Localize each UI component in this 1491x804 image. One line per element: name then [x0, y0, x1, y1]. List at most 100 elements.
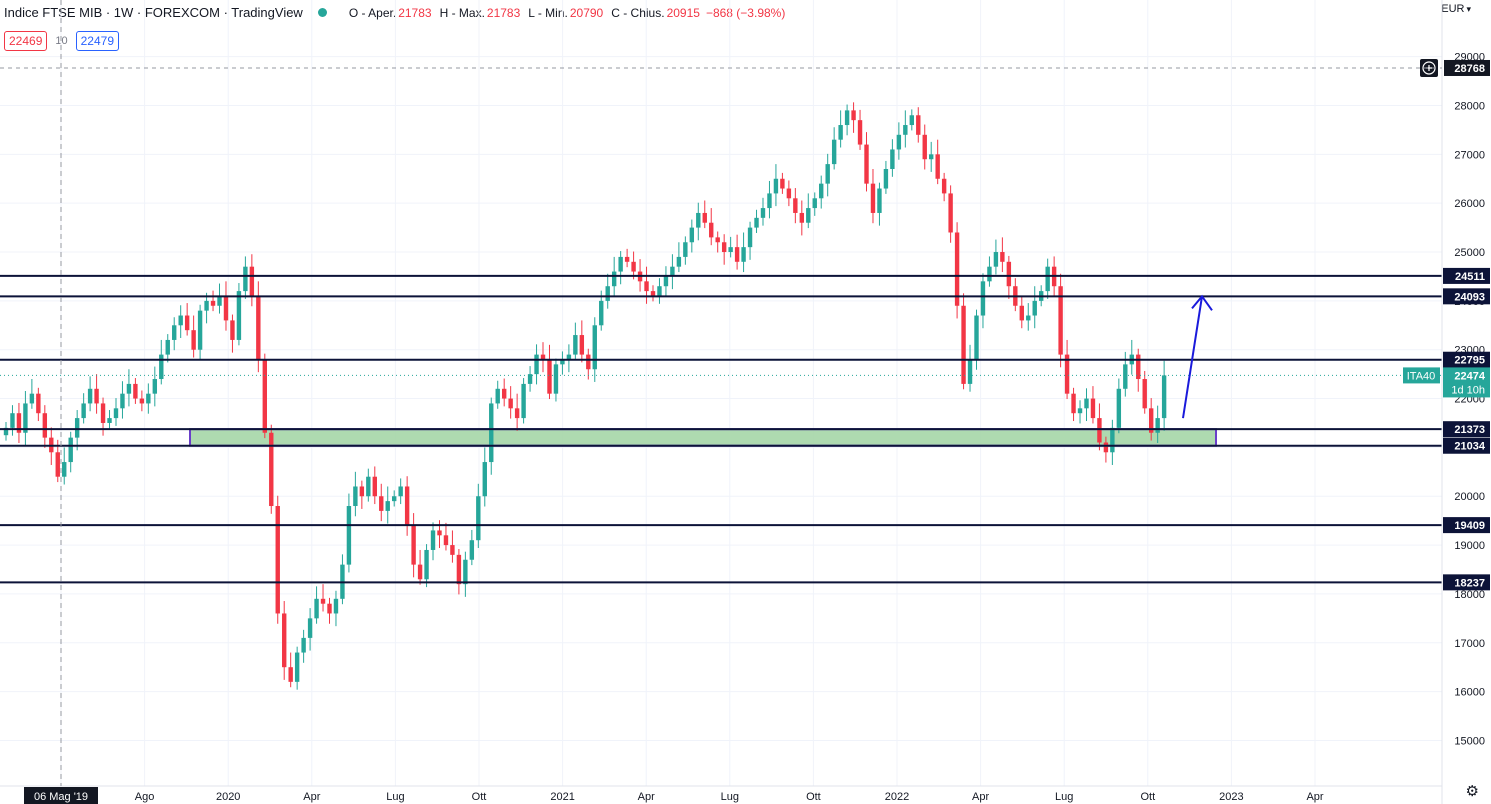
candle-body	[812, 198, 817, 209]
price-axis[interactable]: 1500016000170001800019000200002100022000…	[1420, 0, 1490, 804]
candle-body	[366, 476, 371, 497]
candle-body	[683, 242, 688, 257]
time-tick-label: Ott	[1140, 791, 1155, 803]
time-tick-label: 2021	[550, 791, 574, 803]
candle-body	[806, 208, 811, 223]
candle-body	[1026, 315, 1031, 321]
candles	[3, 102, 1167, 690]
candle-body	[793, 198, 798, 213]
price-tick-label: 19000	[1454, 540, 1485, 552]
candle-body	[294, 652, 300, 682]
candle-body	[81, 403, 86, 419]
time-tick-label: Lug	[721, 791, 739, 803]
candle-body	[62, 462, 67, 477]
level-label-box	[1443, 288, 1490, 305]
candle-body	[948, 193, 953, 233]
candle-body	[184, 315, 190, 331]
buy-button[interactable]: 22479	[75, 31, 119, 51]
candle-body	[1045, 266, 1050, 292]
sell-button[interactable]: 22469	[4, 31, 48, 51]
candle-body	[87, 388, 93, 404]
candle-body	[495, 388, 500, 404]
candle-body	[689, 227, 695, 243]
time-tick-label: Ago	[135, 791, 155, 803]
candle-body	[857, 120, 863, 145]
candle-body	[1148, 408, 1154, 433]
candle-body	[107, 418, 112, 423]
candle-body	[508, 398, 513, 409]
candle-body	[929, 154, 934, 160]
candle-body	[113, 408, 119, 419]
candle-body	[780, 178, 785, 189]
candle-body	[935, 154, 940, 179]
time-tick-label: 2023	[1219, 791, 1243, 803]
candle-body	[605, 286, 610, 301]
candle-body	[709, 222, 714, 238]
crosshair-date-box	[24, 787, 98, 804]
level-label: 19409	[1454, 520, 1485, 532]
candle-body	[540, 354, 546, 360]
level-lines	[0, 274, 1442, 584]
ohlc-high-label: H - Max.	[439, 5, 485, 20]
candle-body	[256, 295, 261, 360]
candle-body	[560, 359, 565, 365]
candle-body	[838, 125, 843, 140]
candle-body	[359, 486, 365, 497]
candle-body	[514, 408, 520, 419]
candle-body	[747, 227, 753, 248]
candle-body	[825, 164, 830, 184]
candle-body	[146, 393, 151, 404]
time-axis[interactable]: Ago 2020 Apr Lug Ott 2021 Apr Lug Ott 2022 Apr Lug O…	[0, 785, 1442, 803]
price-tick-label: 16000	[1454, 687, 1485, 699]
crosshair-date-label: 06 Mag '19	[34, 791, 88, 803]
candle-body	[42, 413, 48, 438]
currency-selector[interactable]: EUR	[1441, 3, 1471, 15]
candle-body	[230, 320, 235, 340]
candle-body	[1058, 286, 1063, 355]
candle-body	[754, 217, 759, 228]
candle-body	[29, 393, 35, 404]
level-label-box	[1443, 517, 1490, 534]
candle-body	[327, 603, 332, 614]
candle-body	[23, 403, 28, 433]
projection-arrowhead	[1191, 294, 1213, 311]
candle-body	[864, 144, 869, 184]
candle-body	[404, 486, 410, 526]
price-tick-label: 15000	[1454, 735, 1485, 747]
candle-body	[379, 496, 384, 511]
candle-body	[786, 188, 792, 199]
price-tick-label: 28000	[1454, 100, 1485, 112]
candle-body	[1116, 388, 1122, 428]
candle-body	[980, 281, 986, 316]
candle-body	[217, 295, 222, 306]
candle-body	[566, 354, 572, 360]
candle-body	[1110, 427, 1115, 453]
candle-body	[346, 506, 352, 565]
candle-body	[68, 437, 73, 463]
time-tick-label: Apr	[972, 791, 989, 803]
candle-body	[611, 271, 617, 287]
candle-body	[903, 125, 908, 135]
last-price-label: 22474	[1454, 370, 1485, 382]
candle-body	[307, 618, 313, 638]
candle-body	[236, 291, 242, 340]
candle-body	[411, 525, 416, 565]
candle-body	[676, 256, 682, 267]
chart-settings-icon[interactable]: ⚙	[1465, 783, 1479, 800]
candle-body	[586, 354, 591, 370]
candle-body	[16, 413, 22, 433]
symbol-tag-box	[1403, 367, 1440, 384]
level-label-box	[1443, 267, 1490, 284]
candle-body	[831, 139, 837, 165]
candle-body	[702, 212, 707, 223]
candle-body	[767, 193, 772, 209]
candle-body	[650, 291, 656, 296]
candle-body	[1077, 408, 1083, 414]
candle-body	[1161, 375, 1167, 419]
candle-body	[165, 339, 170, 355]
candle-body	[469, 540, 475, 560]
candle-body	[1084, 398, 1089, 409]
price-tick-label: 17000	[1454, 638, 1485, 650]
time-tick-label: Apr	[1306, 791, 1323, 803]
